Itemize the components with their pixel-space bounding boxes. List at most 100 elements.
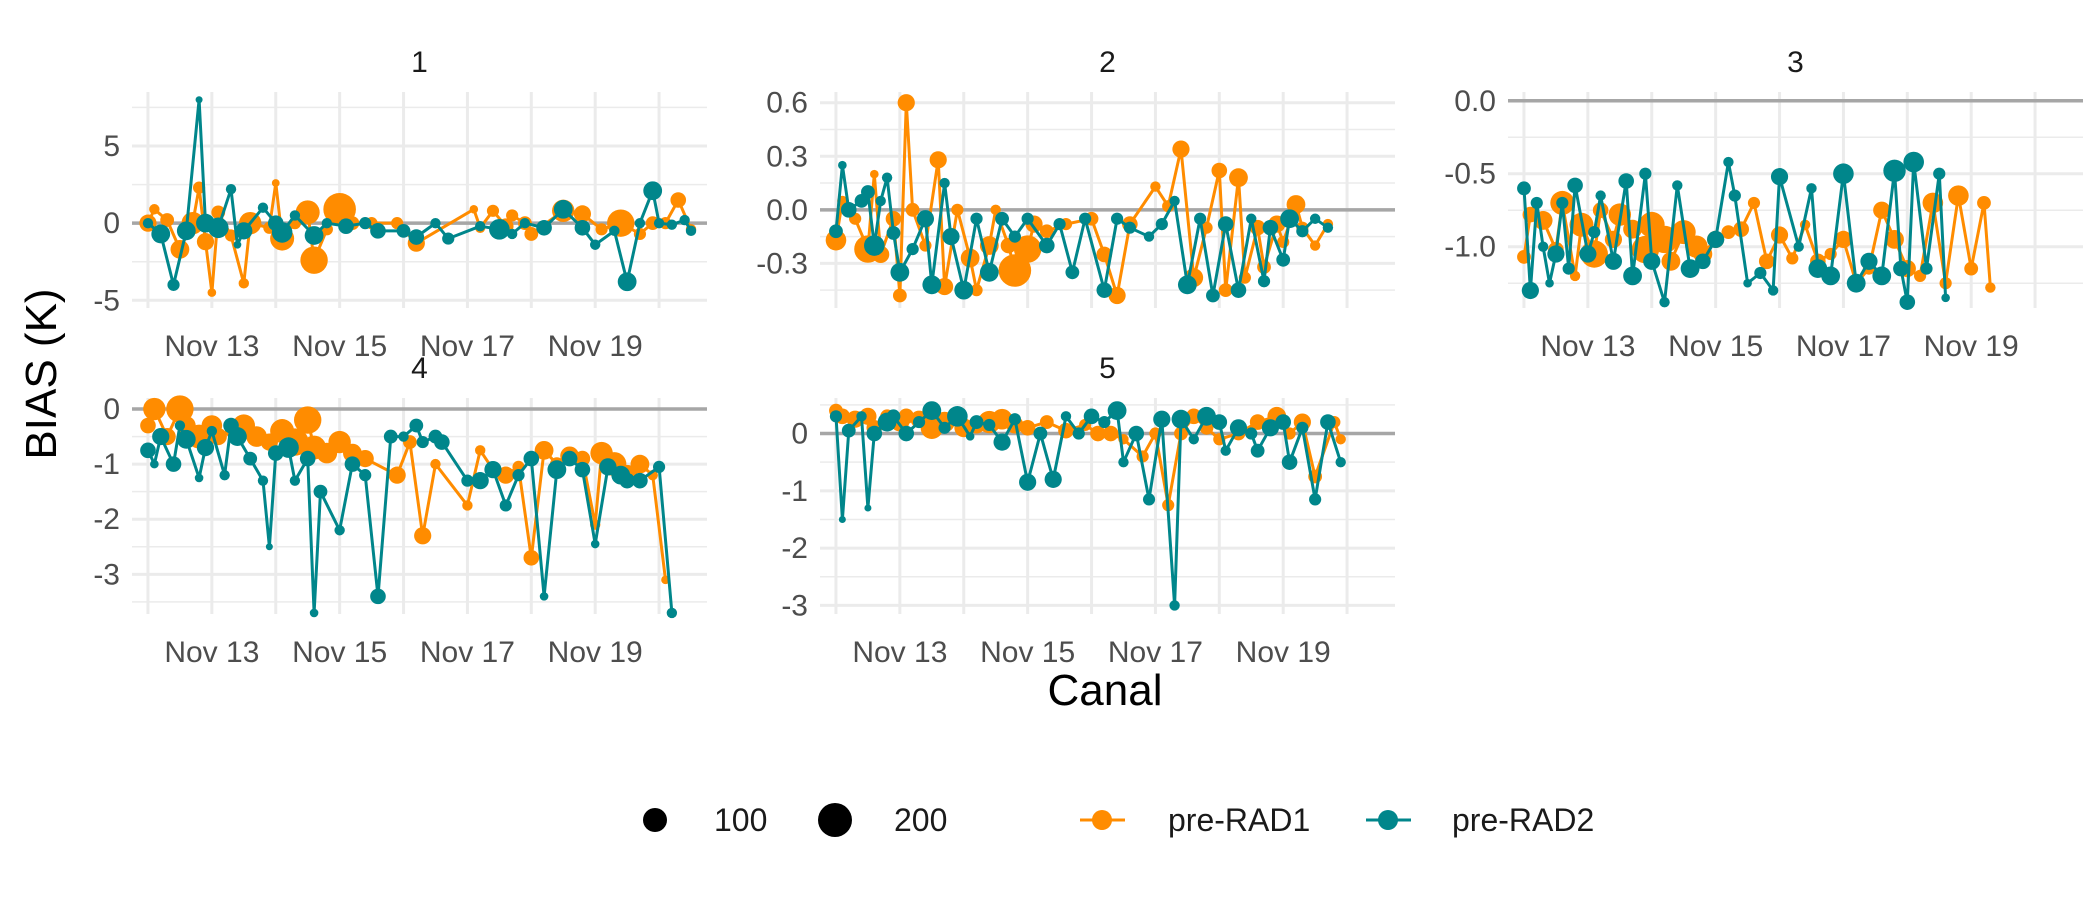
data-point-pre-rad1 <box>1770 226 1789 244</box>
data-point-pre-rad1 <box>1922 192 1944 214</box>
y-tick-label: 0.0 <box>766 194 808 227</box>
data-point-pre-rad2 <box>1521 281 1539 300</box>
data-point-pre-rad1 <box>160 213 175 227</box>
data-point-pre-rad2 <box>1206 288 1220 303</box>
y-tick-label: 0 <box>103 207 120 240</box>
x-tick-label: Nov 19 <box>1924 330 2019 363</box>
data-point-pre-rad1 <box>1249 414 1266 430</box>
data-point-pre-rad2 <box>1153 410 1171 428</box>
data-point-pre-rad1 <box>295 200 320 225</box>
data-point-pre-rad2 <box>1019 473 1037 491</box>
data-point-pre-rad2 <box>243 451 258 466</box>
data-point-pre-rad2 <box>196 438 215 457</box>
data-point-pre-rad2 <box>1008 413 1021 426</box>
data-point-pre-rad2 <box>898 425 915 442</box>
data-point-pre-rad1 <box>1977 196 1991 210</box>
data-point-pre-rad1 <box>140 417 156 434</box>
data-point-pre-rad1 <box>990 204 1001 216</box>
data-point-pre-rad2 <box>1672 180 1683 191</box>
data-point-pre-rad2 <box>408 229 425 245</box>
data-point-pre-rad2 <box>523 450 540 467</box>
data-point-pre-rad2 <box>841 423 856 438</box>
data-point-pre-rad1 <box>170 239 190 259</box>
data-point-pre-rad2 <box>461 474 474 487</box>
legend-size-key-small <box>643 808 667 832</box>
data-point-pre-rad2 <box>506 228 518 240</box>
data-point-pre-rad2 <box>1680 259 1700 278</box>
data-point-pre-rad2 <box>289 210 301 221</box>
data-point-pre-rad2 <box>1039 237 1055 254</box>
x-tick-label: Nov 13 <box>852 636 947 669</box>
data-point-pre-rad1 <box>1039 224 1054 239</box>
legend-size-label-large: 200 <box>894 802 947 838</box>
x-tick-label: Nov 13 <box>164 636 259 669</box>
data-point-pre-rad1 <box>1150 181 1161 192</box>
y-tick-label: -3 <box>93 558 120 591</box>
data-point-pre-rad2 <box>666 607 678 619</box>
data-point-pre-rad2 <box>922 275 942 295</box>
data-point-pre-rad1 <box>1721 225 1736 240</box>
data-point-pre-rad2 <box>150 459 159 469</box>
data-point-pre-rad2 <box>609 225 620 237</box>
data-point-pre-rad1 <box>573 205 592 223</box>
data-point-pre-rad2 <box>617 272 637 292</box>
data-point-pre-rad2 <box>1595 190 1606 201</box>
data-point-pre-rad2 <box>1618 173 1634 189</box>
data-point-pre-rad1 <box>905 202 920 217</box>
facet-panel-1: 1 5 0 -5 Nov 13 Nov 15 Nov 17 Nov 19 <box>93 46 707 363</box>
data-point-pre-rad2 <box>1123 221 1136 234</box>
data-point-pre-rad2 <box>983 418 996 432</box>
data-point-pre-rad2 <box>257 475 269 486</box>
data-point-pre-rad2 <box>1623 266 1642 286</box>
data-point-pre-rad2 <box>864 504 872 512</box>
data-point-pre-rad1 <box>293 406 322 434</box>
data-point-pre-rad2 <box>1309 493 1322 506</box>
data-point-pre-rad1 <box>1172 140 1190 158</box>
data-point-pre-rad2 <box>519 217 531 229</box>
data-point-pre-rad2 <box>993 433 1011 451</box>
data-point-pre-rad2 <box>434 434 450 450</box>
data-point-pre-rad2 <box>257 202 269 213</box>
data-point-pre-rad2 <box>969 415 984 429</box>
data-point-pre-rad1 <box>474 445 486 456</box>
data-point-pre-rad2 <box>265 543 273 551</box>
x-tick-label: Nov 17 <box>420 330 515 363</box>
data-point-pre-rad2 <box>912 415 926 429</box>
x-tick-label: Nov 17 <box>1108 636 1203 669</box>
y-tick-label: 0.6 <box>766 87 808 120</box>
data-point-pre-rad2 <box>553 199 573 219</box>
data-point-pre-rad1 <box>595 223 608 236</box>
data-point-pre-rad2 <box>1883 159 1906 183</box>
data-point-pre-rad1 <box>630 454 650 474</box>
y-tick-label: -1 <box>93 448 120 481</box>
data-point-pre-rad2 <box>484 461 502 479</box>
data-point-pre-rad2 <box>233 240 242 249</box>
data-point-pre-rad2 <box>856 411 867 422</box>
data-point-pre-rad2 <box>1250 443 1265 458</box>
data-point-pre-rad2 <box>1211 414 1228 430</box>
legend-label-pre-rad2: pre-RAD2 <box>1452 802 1594 838</box>
data-point-pre-rad2 <box>219 469 230 481</box>
data-point-pre-rad2 <box>474 221 486 232</box>
data-point-pre-rad2 <box>643 181 663 201</box>
data-point-pre-rad2 <box>1639 167 1652 180</box>
data-point-pre-rad2 <box>174 420 186 431</box>
data-point-pre-rad2 <box>489 219 510 240</box>
data-point-pre-rad2 <box>1767 285 1779 296</box>
x-tick-label: Nov 15 <box>1668 330 1763 363</box>
data-point-pre-rad2 <box>1021 212 1034 225</box>
data-point-pre-rad2 <box>838 515 846 523</box>
data-point-pre-rad1 <box>534 440 554 460</box>
series-line-pre-rad1 <box>834 101 1330 297</box>
data-point-pre-rad1 <box>1834 230 1853 249</box>
data-point-pre-rad1 <box>1747 196 1761 210</box>
x-tick-label: Nov 15 <box>980 636 1075 669</box>
data-point-pre-rad2 <box>561 450 578 467</box>
data-point-pre-rad2 <box>970 212 983 225</box>
data-point-pre-rad1 <box>430 458 441 470</box>
data-point-pre-rad2 <box>396 223 411 238</box>
data-point-pre-rad1 <box>469 204 479 214</box>
data-point-pre-rad2 <box>1220 445 1231 456</box>
data-point-pre-rad2 <box>979 262 999 282</box>
data-point-pre-rad2 <box>1821 266 1841 286</box>
